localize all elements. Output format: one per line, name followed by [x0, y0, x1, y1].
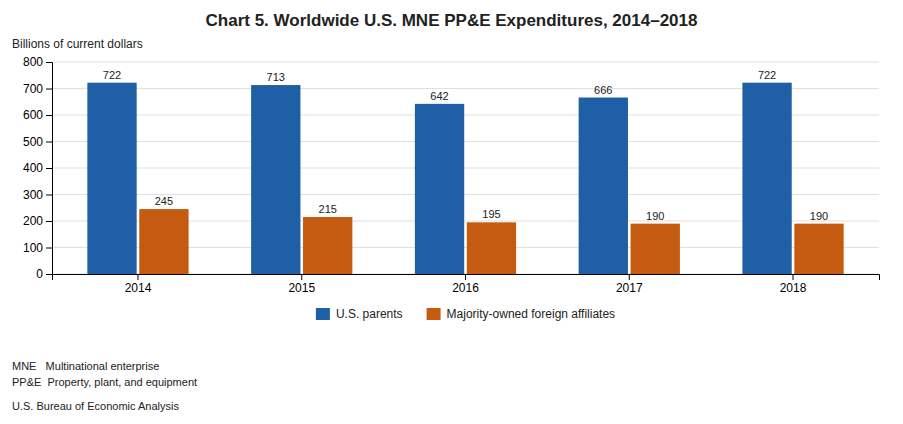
title: Chart 5. Worldwide U.S. MNE PP&E Expendi… — [206, 11, 698, 30]
legend-swatch — [427, 308, 441, 320]
y-axis-title: Billions of current dollars — [12, 37, 143, 51]
data-label: 215 — [319, 203, 337, 215]
data-label: 245 — [155, 195, 173, 207]
footnote: MNE Multinational enterprise — [12, 360, 159, 372]
y-tick: 400 — [23, 161, 52, 175]
grid-line — [52, 62, 879, 63]
footnote: U.S. Bureau of Economic Analysis — [12, 400, 179, 412]
data-label: 642 — [430, 90, 448, 102]
y-tick-mark — [46, 195, 52, 196]
bars — [87, 83, 843, 274]
x-tick-label: 2015 — [288, 281, 315, 295]
y-tick-label: 500 — [23, 135, 43, 149]
x-tick-mark — [629, 274, 630, 280]
y-tick: 600 — [23, 108, 52, 122]
y-tick: 0 — [36, 267, 52, 281]
chart: Chart 5. Worldwide U.S. MNE PP&E Expendi… — [0, 0, 903, 424]
x-tick: 2014 — [125, 274, 152, 295]
x-tick-mark — [301, 274, 302, 280]
y-tick: 200 — [23, 214, 52, 228]
y-tick-mark — [46, 115, 52, 116]
bar — [415, 104, 464, 274]
x-tick-label: 2016 — [452, 281, 479, 295]
legend-label: Majority-owned foreign affiliates — [447, 307, 616, 321]
grid — [52, 62, 879, 274]
x-tick-label: 2017 — [616, 281, 643, 295]
y-tick: 800 — [23, 55, 52, 69]
y-tick-label: 100 — [23, 241, 43, 255]
data-label: 190 — [810, 210, 828, 222]
x-tick: 2017 — [616, 274, 643, 295]
y-tick: 100 — [23, 241, 52, 255]
bar — [794, 224, 843, 274]
y-tick-label: 200 — [23, 214, 43, 228]
x-tick-mark — [137, 274, 138, 280]
legend-item: U.S. parents — [316, 307, 403, 321]
x-axis: 2014 2015 2016 2017 2018 — [53, 274, 880, 295]
y-tick: 300 — [23, 188, 52, 202]
x-tick: 2015 — [288, 274, 315, 295]
y-tick-label: 400 — [23, 161, 43, 175]
legend-swatch — [316, 308, 330, 320]
y-tick: 700 — [23, 82, 52, 96]
x-tick: 2018 — [780, 274, 807, 295]
legend: U.S. parents Majority-owned foreign affil… — [316, 307, 615, 321]
bar — [467, 222, 516, 274]
bar — [303, 217, 352, 274]
x-tick-label: 2018 — [780, 281, 807, 295]
bar — [742, 83, 791, 274]
y-tick: 500 — [23, 135, 52, 149]
y-tick-label: 0 — [36, 267, 43, 281]
data-labels: 722 713 642 666 722 245 215 195 190 190 — [103, 69, 828, 222]
legend-item: Majority-owned foreign affiliates — [427, 307, 616, 321]
bar — [139, 209, 188, 274]
bar — [251, 85, 300, 274]
x-tick-label: 2014 — [125, 281, 152, 295]
y-tick-mark — [46, 248, 52, 249]
y-tick-mark — [46, 89, 52, 90]
data-label: 190 — [646, 210, 664, 222]
y-tick-mark — [46, 221, 52, 222]
y-tick-mark — [46, 142, 52, 143]
footnotes: MNE Multinational enterprise PP&E Propert… — [12, 360, 197, 412]
x-axis-line — [53, 275, 880, 281]
y-tick-mark — [46, 168, 52, 169]
y-tick-label: 600 — [23, 108, 43, 122]
data-label: 722 — [758, 69, 776, 81]
bar — [631, 224, 680, 274]
x-tick-mark — [793, 274, 794, 280]
y-tick-label: 800 — [23, 55, 43, 69]
x-tick: 2016 — [452, 274, 479, 295]
y-axis-line — [46, 63, 53, 275]
y-tick-mark — [46, 274, 52, 275]
x-tick-mark — [465, 274, 466, 280]
bar — [87, 83, 136, 274]
data-label: 713 — [267, 71, 285, 83]
y-tick-label: 700 — [23, 82, 43, 96]
legend-label: U.S. parents — [336, 307, 403, 321]
data-label: 666 — [594, 84, 612, 96]
y-axis: 0 100 200 300 400 500 600 700 800 — [23, 55, 53, 281]
y-tick-label: 300 — [23, 188, 43, 202]
plot: 0100200300400500600700800722713642666722… — [23, 55, 880, 294]
y-tick-mark — [46, 62, 52, 63]
data-label: 722 — [103, 69, 121, 81]
footnote: PP&E Property, plant, and equipment — [12, 376, 197, 388]
data-label: 195 — [482, 208, 500, 220]
bar — [579, 98, 628, 274]
